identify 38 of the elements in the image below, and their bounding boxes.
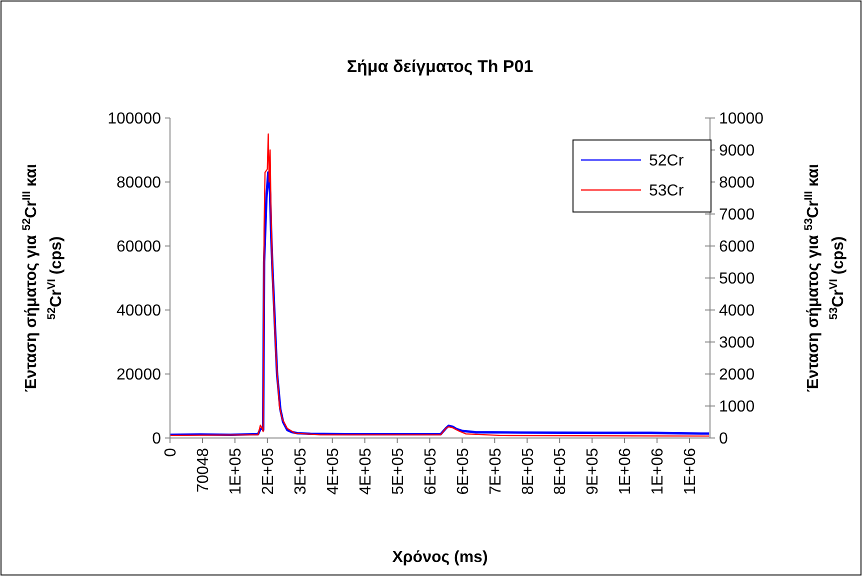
x-tick-label: 3E+05 xyxy=(292,448,310,495)
y2-tick-label: 3000 xyxy=(719,334,755,352)
y-tick-label: 100000 xyxy=(108,110,162,128)
y-tick-label: 0 xyxy=(152,430,162,448)
x-tick-label: 70048 xyxy=(195,448,212,492)
y2-tick-label: 7000 xyxy=(719,206,755,224)
y2-tick-label: 9000 xyxy=(719,142,755,160)
y2-tick-label: 8000 xyxy=(719,174,755,192)
legend-label: 52Cr xyxy=(649,152,684,170)
x-tick-label: 2E+05 xyxy=(260,448,278,495)
y2-tick-label: 6000 xyxy=(719,238,755,256)
x-tick-label: 0 xyxy=(162,448,180,457)
y-tick-label: 20000 xyxy=(116,366,162,384)
x-tick-label: 7E+05 xyxy=(487,448,504,495)
y-tick-label: 80000 xyxy=(116,174,162,192)
x-tick-label: 8E+05 xyxy=(552,448,570,495)
y2-tick-label: 2000 xyxy=(719,366,755,384)
y2-tick-label: 0 xyxy=(719,430,728,448)
x-tick-label: 1E+06 xyxy=(650,448,667,495)
x-tick-label: 6E+05 xyxy=(422,448,440,495)
y2-tick-label: 4000 xyxy=(719,302,755,320)
y2-tick-label: 10000 xyxy=(719,110,764,128)
x-tick-label: 9E+05 xyxy=(584,448,602,495)
legend-label: 53Cr xyxy=(649,182,684,200)
x-tick-label: 8E+05 xyxy=(520,448,537,495)
x-tick-label: 4E+05 xyxy=(357,448,374,495)
y-tick-label: 40000 xyxy=(116,302,162,320)
x-tick-label: 1E+06 xyxy=(682,448,700,495)
x-tick-label: 1E+05 xyxy=(228,448,245,495)
y2-tick-label: 5000 xyxy=(719,270,755,288)
x-tick-label: 5E+05 xyxy=(390,448,407,495)
x-axis-title: Χρόνος (ms) xyxy=(392,549,488,566)
x-tick-label: 6E+05 xyxy=(454,448,472,495)
y-tick-label: 60000 xyxy=(116,238,162,256)
x-tick-label: 4E+05 xyxy=(324,448,342,495)
y2-tick-label: 1000 xyxy=(719,398,755,416)
chart-title: Σήμα δείγματος Th P01 xyxy=(346,57,534,76)
x-tick-label: 1E+06 xyxy=(617,448,634,495)
